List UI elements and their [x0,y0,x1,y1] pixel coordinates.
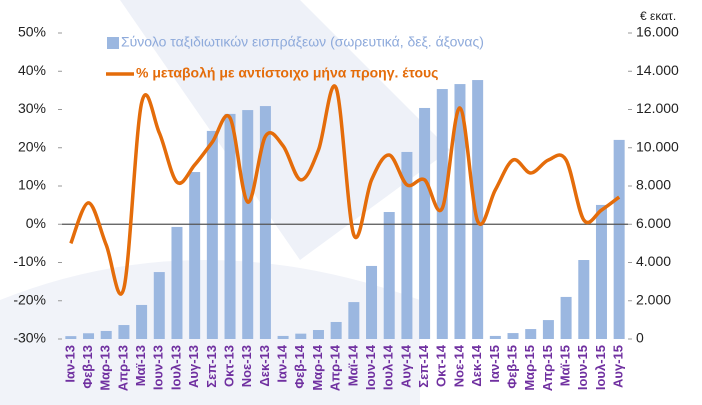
x-tick-label: Απρ-14 [328,344,343,391]
x-tick-label: Ιουν-15 [575,345,590,390]
x-tick-label: Ιαν-13 [62,345,77,383]
x-tick-label: Ιαν-15 [487,345,502,383]
x-tick-label: Μαρ-13 [98,345,113,391]
x-tick-label: Φεβ-14 [292,344,307,388]
bar [472,80,484,340]
x-tick-label: Ιουλ-13 [168,345,183,390]
y2-tick-label: 4.000 [636,253,671,269]
bar [100,330,112,339]
y-tick-label: 40% [18,62,46,78]
bar [312,330,324,339]
legend-label: Σύνολο ταξιδιωτικών εισπράξεων (σωρευτικ… [121,34,484,50]
x-tick-label: Οκτ-14 [434,344,449,387]
x-tick-label: Νοε-13 [239,345,254,387]
bar [295,333,307,339]
bar [542,320,554,339]
bar [189,172,201,339]
bar [153,272,165,339]
y2-axis-title: € εκατ. [640,9,676,23]
bar [525,329,537,339]
y2-tick-label: 2.000 [636,291,671,307]
y2-tick-label: 16.000 [636,24,679,40]
y2-tick-label: 8.000 [636,177,671,193]
bar [171,226,183,339]
x-tick-label: Νοε-14 [451,344,466,387]
x-tick-label: Δεκ-13 [257,345,272,387]
y-tick-label: 50% [18,24,46,40]
x-tick-label: Ιαν-14 [275,344,290,382]
x-tick-label: Ιουν-14 [363,344,378,390]
x-tick-label: Μαϊ-13 [133,345,148,386]
x-tick-label: Οκτ-13 [221,345,236,387]
bar [65,336,77,339]
y-tick-label: 30% [18,100,46,116]
x-tick-label: Απρ-15 [540,345,555,391]
x-tick-label: Μαρ-15 [522,345,537,391]
y-tick-label: 10% [18,177,46,193]
x-tick-label: Σεπ-13 [204,345,219,388]
x-tick-label: Μαϊ-14 [345,344,360,386]
bar [330,321,342,339]
x-tick-label: Μαρ-14 [310,344,325,390]
bar [118,325,130,339]
x-tick-label: Ιουλ-14 [381,344,396,390]
bar [224,113,236,340]
line [69,84,621,296]
bar [613,139,625,339]
y2-tick-label: 10.000 [636,138,679,154]
bar [206,130,218,339]
y-tick-label: -10% [13,253,46,269]
bar [383,212,395,339]
y2-tick-label: 6.000 [636,215,671,231]
x-tick-label: Απρ-13 [115,345,130,391]
bar [489,335,501,339]
x-tick-label: Σεπ-14 [416,344,431,387]
x-tick-label: Αυγ-14 [398,344,413,388]
bar [595,204,607,339]
legend-label: % μεταβολή με αντίστοιχο μήνα προηγ. έτο… [136,65,438,81]
bar [419,107,431,339]
bar [560,296,572,339]
bar [436,89,448,339]
x-tick-label: Φεβ-15 [504,345,519,389]
y-tick-label: -30% [13,330,46,346]
bar [578,260,590,339]
y-tick-label: 20% [18,138,46,154]
bar [259,106,271,340]
y2-tick-label: 0 [636,330,644,346]
x-tick-label: Ιουν-13 [151,345,166,390]
x-tick-label: Ιουλ-15 [593,345,608,390]
y-tick-label: 0% [26,215,46,231]
x-tick-label: Φεβ-13 [80,345,95,389]
bar [507,333,519,339]
legend-swatch [107,37,119,49]
y-tick-label: -20% [13,291,46,307]
bar [277,335,289,339]
bar [366,265,378,339]
x-tick-label: Αυγ-13 [186,345,201,388]
x-tick-label: Αυγ-15 [611,345,626,388]
bar [454,84,466,339]
y2-tick-label: 12.000 [636,100,679,116]
x-tick-label: Μαϊ-15 [558,345,573,386]
bar [136,304,148,339]
bar [83,333,95,339]
y2-tick-label: 14.000 [636,62,679,78]
bar [401,151,413,339]
x-tick-label: Δεκ-14 [469,344,484,386]
bar [348,302,360,339]
